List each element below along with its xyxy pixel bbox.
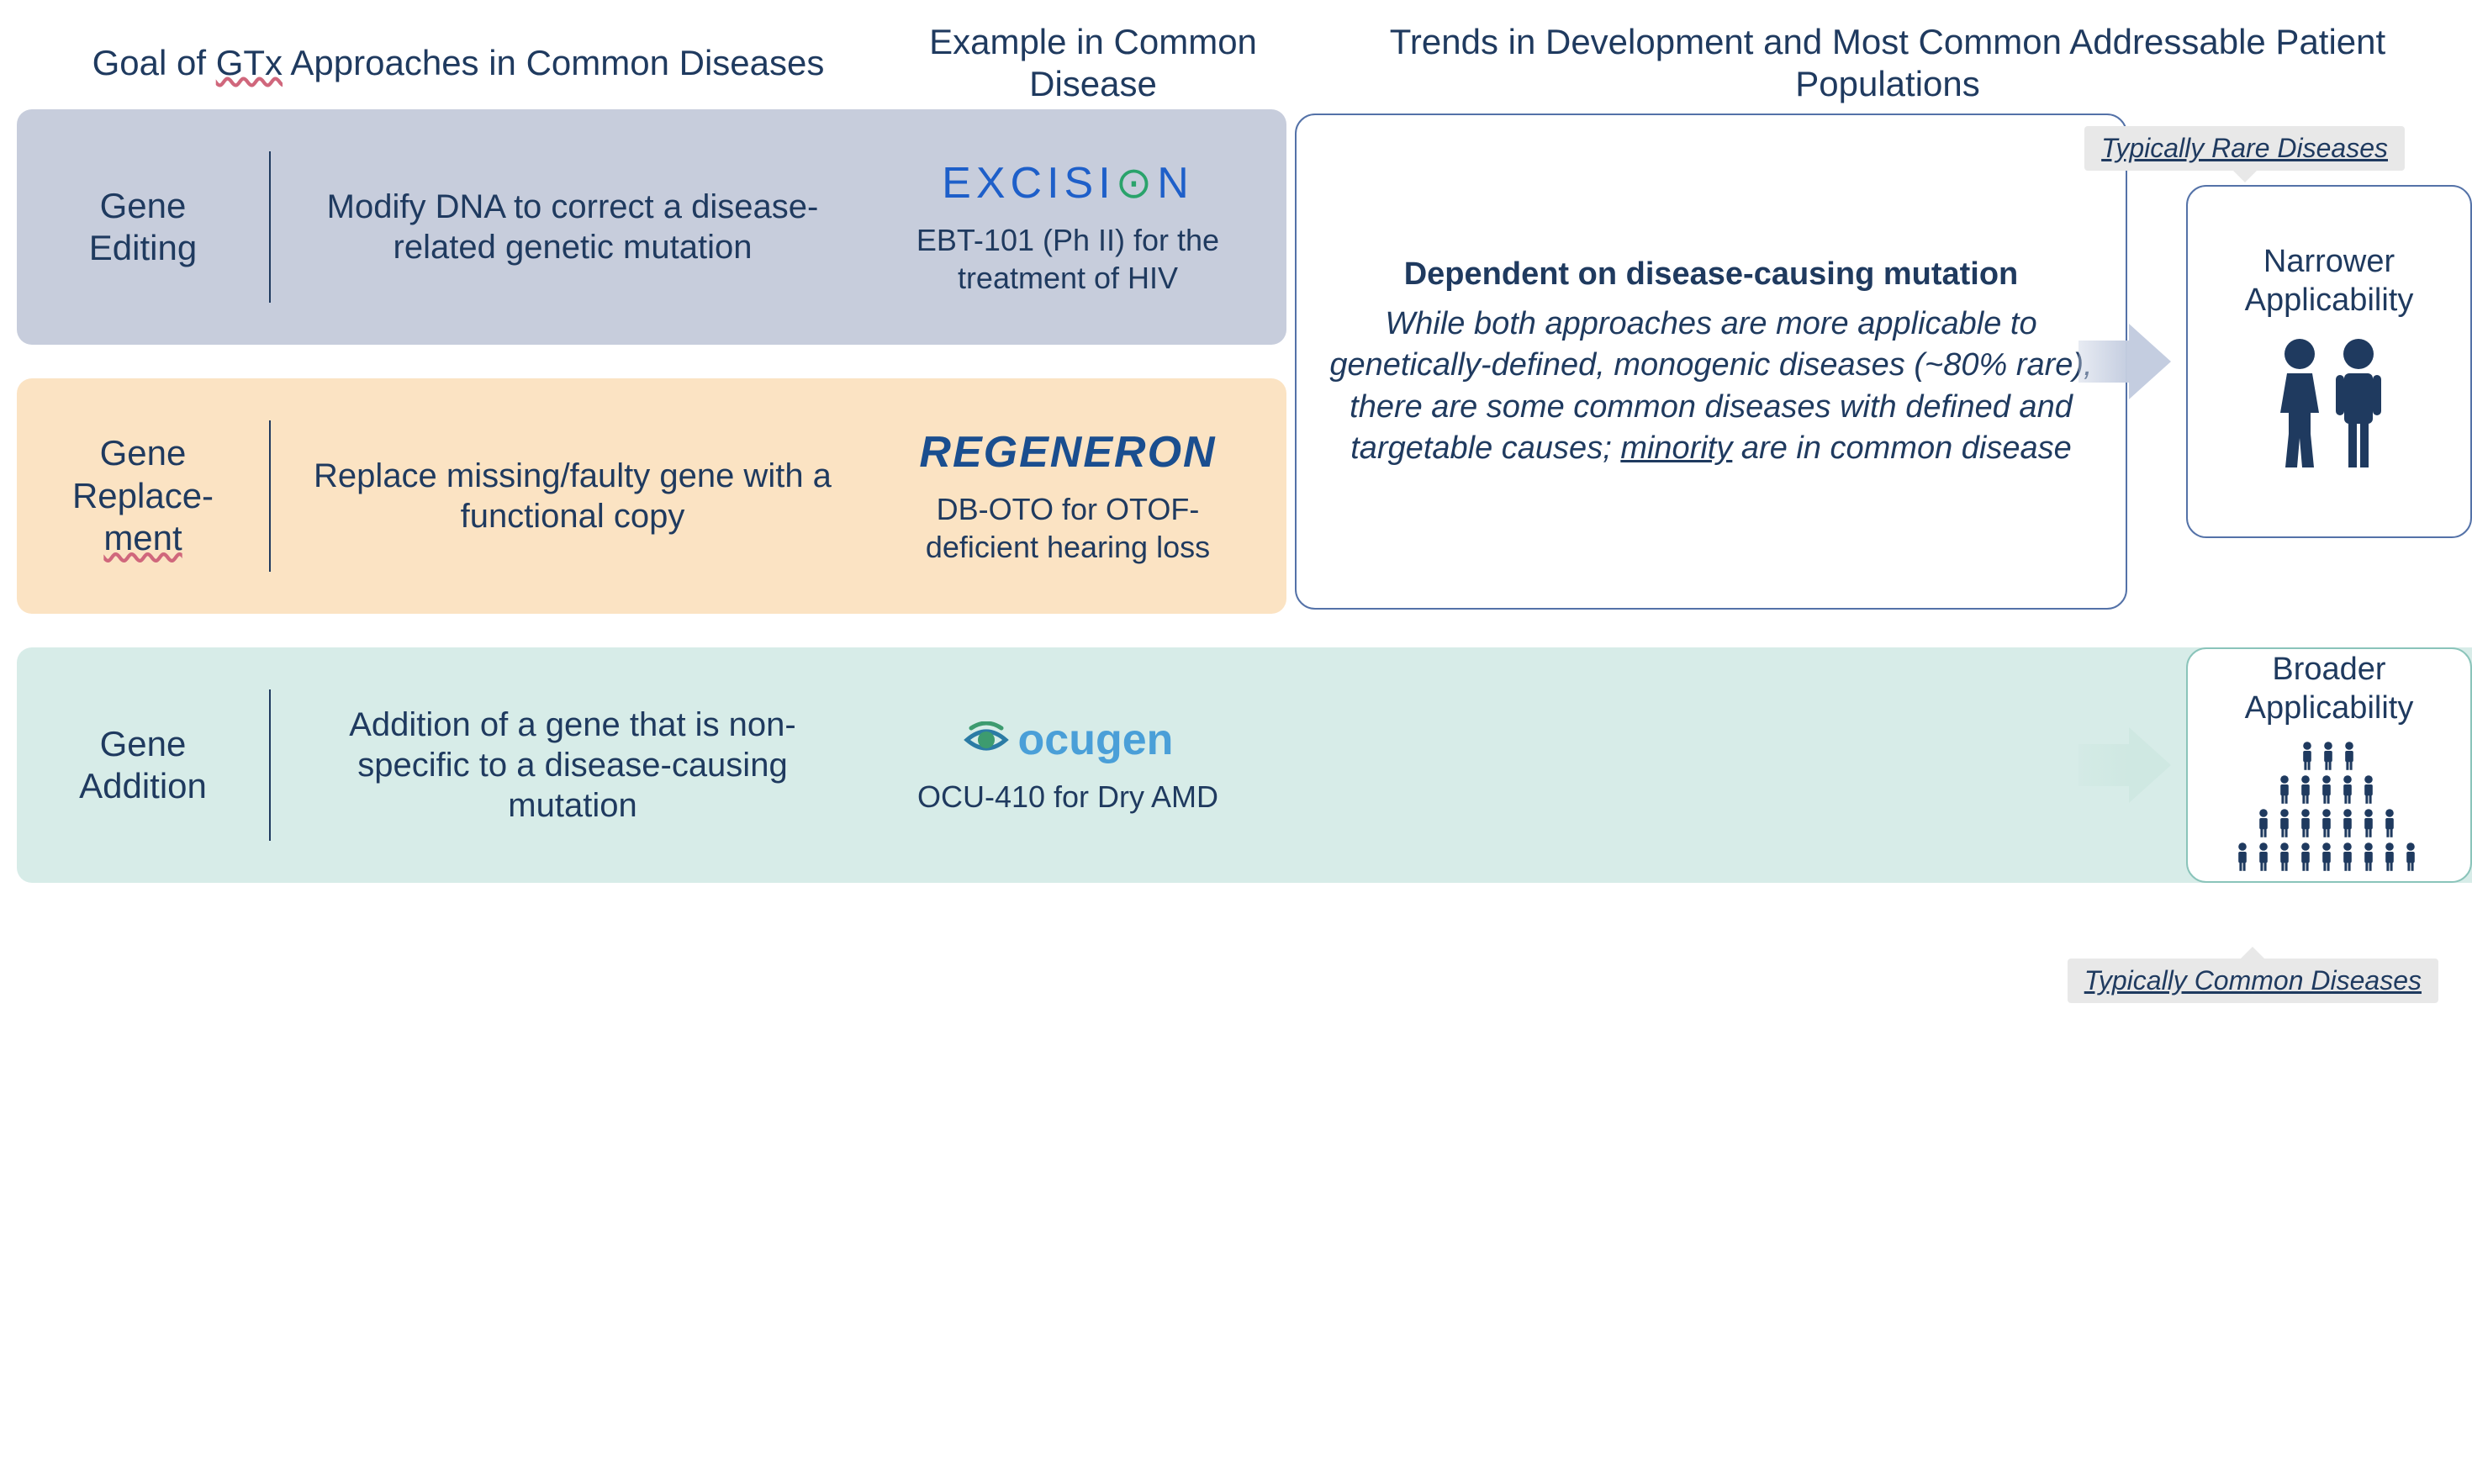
- applic-top-title: Narrower Applicability: [2205, 243, 2454, 320]
- diagram-container: Goal of GTx Approaches in Common Disease…: [17, 17, 2455, 883]
- header-goal: Goal of GTx Approaches in Common Disease…: [17, 17, 900, 109]
- ocugen-text: ocugen: [1018, 715, 1174, 765]
- trend-box-top: Dependent on disease-causing mutation Wh…: [1295, 114, 2127, 610]
- eye-icon: [963, 721, 1010, 758]
- arrow-icon: [2129, 727, 2171, 803]
- goal-desc-replacement: Replace missing/faulty gene with a funct…: [296, 456, 883, 536]
- trend-top-italic: While both approaches are more applicabl…: [1322, 304, 2100, 470]
- regeneron-logo: REGENERON: [919, 427, 1216, 478]
- example-addition: ocugen OCU-410 for Dry AMD: [883, 715, 1253, 816]
- arrow-icon: [2129, 324, 2171, 399]
- goal-desc-editing: Modify DNA to correct a disease-related …: [296, 187, 883, 267]
- people-many-icon: [2211, 741, 2447, 879]
- trend-top-bold: Dependent on disease-causing mutation: [1404, 254, 2019, 295]
- applic-bottom-title: Broader Applicability: [2205, 651, 2454, 727]
- applic-broader: Broader Applicability: [2186, 647, 2472, 883]
- divider: [269, 689, 271, 841]
- regeneron-caption: DB-OTO for OTOF-deficient hearing loss: [883, 490, 1253, 566]
- people-two-icon: [2262, 333, 2396, 480]
- applic-narrower: Narrower Applicability: [2186, 185, 2472, 538]
- divider: [269, 151, 271, 303]
- goal-cell-addition: Gene Addition Addition of a gene that is…: [42, 689, 883, 841]
- goal-cell-editing: Gene Editing Modify DNA to correct a dis…: [42, 151, 883, 303]
- repl-c: ment: [103, 518, 182, 557]
- excision-caption: EBT-101 (Ph II) for the treatment of HIV: [883, 221, 1253, 297]
- example-editing: EXCISI⊙N EBT-101 (Ph II) for the treatme…: [883, 158, 1253, 297]
- repl-b: Replace-: [72, 476, 214, 515]
- example-replacement: REGENERON DB-OTO for OTOF-deficient hear…: [883, 427, 1253, 566]
- goal-cell-replacement: Gene Replace- ment Replace missing/fault…: [42, 420, 883, 572]
- goal-desc-addition: Addition of a gene that is non-specific …: [296, 705, 883, 826]
- tag-rare: Typically Rare Diseases: [2084, 126, 2405, 171]
- row-gene-editing: Gene Editing Modify DNA to correct a dis…: [17, 109, 1286, 345]
- ocugen-logo: ocugen: [963, 715, 1174, 765]
- goal-name-addition: Gene Addition: [42, 723, 244, 808]
- goal-name-replacement: Gene Replace- ment: [42, 432, 244, 559]
- repl-a: Gene: [100, 433, 187, 473]
- ttu: minority: [1620, 430, 1732, 466]
- goal-name-editing: Gene Editing: [42, 185, 244, 270]
- ttb: are in common disease: [1732, 430, 2071, 466]
- excision-logo: EXCISI⊙N: [942, 158, 1194, 209]
- row-gene-replacement: Gene Replace- ment Replace missing/fault…: [17, 378, 1286, 614]
- header-trends: Trends in Development and Most Common Ad…: [1286, 17, 2472, 109]
- gtx-text: GTx: [216, 43, 283, 82]
- ocugen-caption: OCU-410 for Dry AMD: [917, 778, 1218, 816]
- divider: [269, 420, 271, 572]
- header-example: Example in Common Disease: [900, 17, 1286, 109]
- tag-common: Typically Common Diseases: [2068, 959, 2438, 1003]
